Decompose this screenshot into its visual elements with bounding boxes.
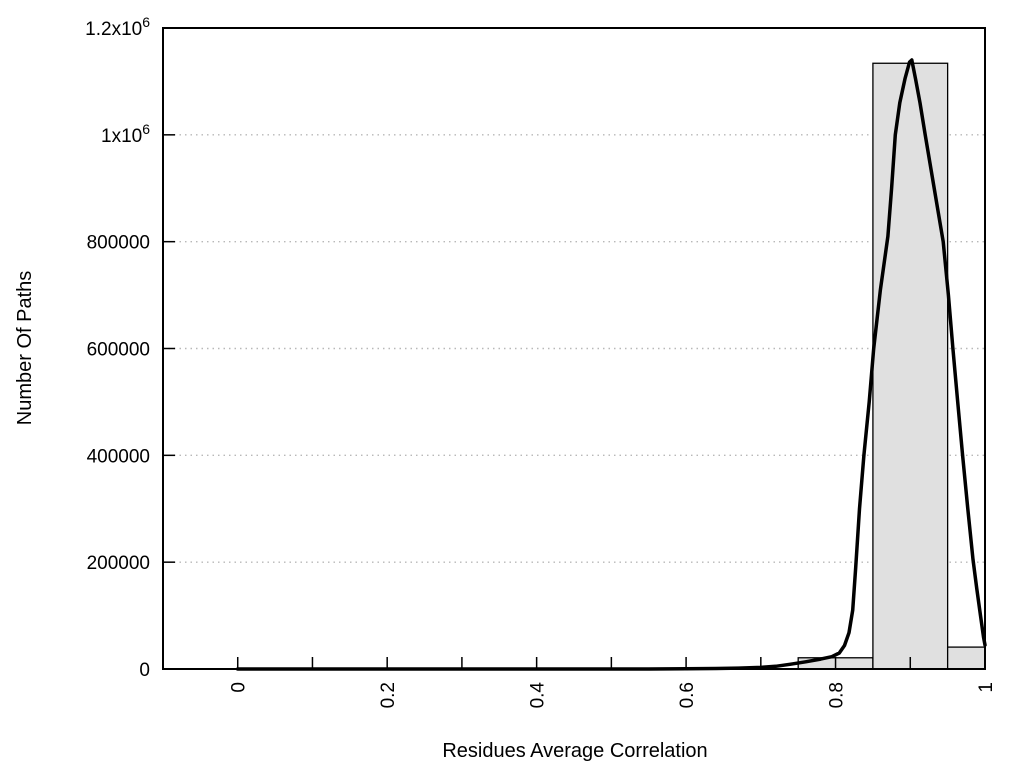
x-tick-label: 0.8 [827, 682, 848, 708]
y-tick-label: 1x106 [101, 121, 150, 147]
y-tick-label: 0 [139, 660, 150, 681]
y-tick-label: 600000 [87, 340, 150, 361]
histogram-bar [946, 646, 986, 670]
x-axis-label: Residues Average Correlation [442, 740, 707, 762]
x-tick-label: 1 [976, 682, 997, 693]
x-tick-label: 0 [229, 682, 250, 693]
histogram-bar [872, 62, 949, 670]
y-tick-label-exponent: 6 [142, 121, 150, 137]
x-tick-label: 0.4 [528, 682, 549, 709]
histogram-bars-layer [797, 62, 986, 670]
tick-labels-layer: 0 0.2 0.4 0.6 0.8 1 0 200000 400000 600000 800000 1… [85, 14, 997, 708]
y-tick-label: 200000 [87, 553, 150, 574]
ticks-layer [163, 27, 986, 670]
y-tick-label: 800000 [87, 233, 150, 254]
density-curve-layer [235, 58, 987, 671]
y-tick-label: 400000 [87, 446, 150, 467]
x-tick-label: 0.6 [677, 682, 698, 708]
y-tick-label-exponent: 6 [142, 14, 150, 30]
density-curve [235, 58, 987, 671]
x-tick-label: 0.2 [378, 682, 399, 708]
y-tick-label: 1.2x106 [85, 14, 150, 40]
y-axis-label: Number Of Paths [14, 271, 36, 426]
